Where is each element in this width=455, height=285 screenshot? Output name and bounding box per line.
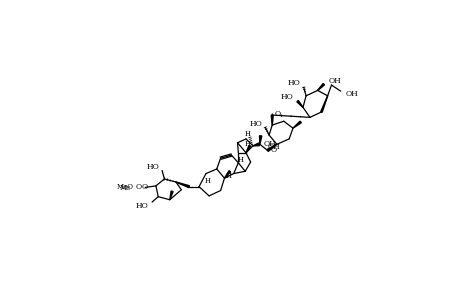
- Polygon shape: [266, 144, 276, 151]
- Text: H: H: [204, 177, 210, 185]
- Text: HO: HO: [135, 202, 148, 210]
- Text: H: H: [237, 156, 243, 164]
- Polygon shape: [224, 171, 230, 178]
- Text: H: H: [244, 129, 250, 138]
- Text: O: O: [141, 184, 147, 192]
- Polygon shape: [169, 191, 173, 200]
- Text: O: O: [136, 184, 142, 192]
- Polygon shape: [271, 115, 273, 125]
- Text: H: H: [225, 172, 231, 180]
- Text: O: O: [270, 146, 276, 154]
- Text: MeO: MeO: [116, 184, 133, 192]
- Polygon shape: [176, 182, 189, 188]
- Polygon shape: [320, 96, 327, 112]
- Text: HO: HO: [249, 119, 262, 127]
- Text: OH: OH: [328, 77, 340, 85]
- Polygon shape: [253, 143, 259, 146]
- Text: OH: OH: [263, 140, 276, 148]
- Text: OH: OH: [345, 90, 358, 98]
- Polygon shape: [246, 145, 250, 153]
- Text: OH: OH: [267, 143, 280, 151]
- Text: HO: HO: [280, 93, 293, 101]
- Text: O: O: [274, 109, 280, 117]
- Polygon shape: [293, 121, 301, 128]
- Text: H: H: [244, 140, 250, 148]
- Text: HO: HO: [287, 80, 300, 87]
- Text: HO: HO: [147, 163, 159, 171]
- Polygon shape: [259, 136, 261, 144]
- Text: Me: Me: [120, 184, 131, 192]
- Polygon shape: [296, 101, 302, 107]
- Polygon shape: [317, 84, 324, 90]
